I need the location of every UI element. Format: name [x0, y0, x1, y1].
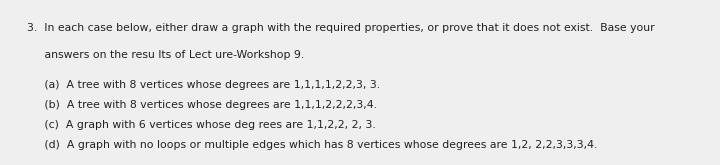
Text: (a)  A tree with 8 vertices whose degrees are 1,1,1,1,2,2,3, 3.: (a) A tree with 8 vertices whose degrees… — [27, 80, 380, 90]
Text: (c)  A graph with 6 vertices whose deg rees are 1,1,2,2, 2, 3.: (c) A graph with 6 vertices whose deg re… — [27, 119, 376, 130]
Text: (b)  A tree with 8 vertices whose degrees are 1,1,1,2,2,2,3,4.: (b) A tree with 8 vertices whose degrees… — [27, 100, 377, 110]
Text: answers on the resu lts of Lect ure-Workshop 9.: answers on the resu lts of Lect ure-Work… — [27, 50, 305, 60]
Text: 3.  In each case below, either draw a graph with the required properties, or pro: 3. In each case below, either draw a gra… — [27, 23, 655, 33]
Text: (d)  A graph with no loops or multiple edges which has 8 vertices whose degrees : (d) A graph with no loops or multiple ed… — [27, 140, 598, 150]
